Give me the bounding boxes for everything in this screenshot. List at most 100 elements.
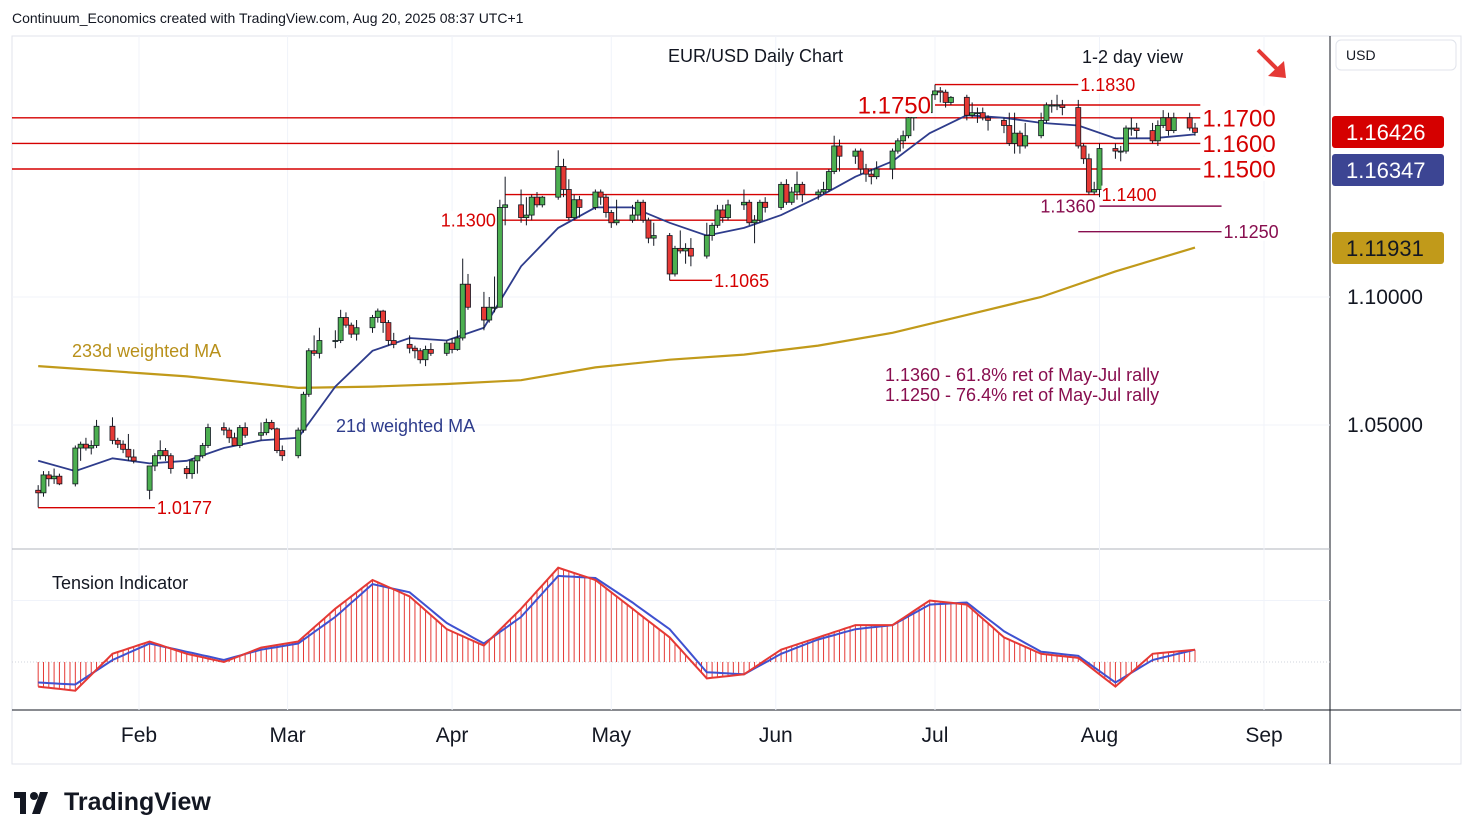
candle-body <box>1096 148 1103 190</box>
candle-2025-06-18 <box>863 163 869 182</box>
candle-body <box>746 201 753 224</box>
x-tick-label-apr: Apr <box>436 724 469 747</box>
candle-2025-04-15 <box>523 197 530 226</box>
candle-body <box>258 432 264 436</box>
candle-2025-06-03 <box>783 179 790 205</box>
candle-2025-07-18 <box>1022 122 1029 149</box>
candle-body <box>454 337 461 350</box>
level-label-bg-4 <box>1202 157 1283 181</box>
x-axis[interactable]: Feb Mar Apr May Jun Jul Aug Sep <box>121 724 1283 747</box>
candle-2025-06-10 <box>820 181 827 195</box>
candle-body <box>725 204 731 219</box>
candle-2025-06-26 <box>905 115 912 139</box>
candle-body <box>374 310 381 318</box>
candle-2025-02-06 <box>162 448 169 461</box>
candle-body <box>189 460 195 475</box>
candle-2025-07-04 <box>948 96 954 105</box>
note-line-2: 1.1250 - 76.4% ret of May-Jul rally <box>885 385 1159 405</box>
candle-body <box>449 342 455 350</box>
y-tick-label-1: 1.05000 <box>1347 414 1423 437</box>
level-label-bg-8 <box>1223 222 1285 241</box>
candle-body <box>146 465 153 491</box>
tradingview-logo[interactable]: TradingView <box>14 788 211 817</box>
level-label-1: 1.1750 <box>858 93 931 120</box>
candle-2025-01-30 <box>125 433 132 461</box>
candle-body <box>719 209 726 219</box>
candle-body <box>35 489 42 494</box>
candle-2025-03-03 <box>295 427 302 459</box>
candle-2025-04-29 <box>597 189 604 205</box>
candle-2025-04-23 <box>565 179 572 221</box>
candle-2025-02-11 <box>189 458 195 479</box>
y-axis[interactable]: USD 1.10000 1.05000 <box>1335 39 1457 437</box>
candle-2025-05-27 <box>746 199 753 226</box>
candle-2025-04-11 <box>502 176 509 226</box>
level-label-8: 1.1250 <box>1224 222 1279 242</box>
candle-body <box>1160 117 1167 126</box>
candle-body <box>120 443 126 450</box>
candle-2025-03-06 <box>311 335 318 356</box>
candle-body <box>863 168 869 175</box>
candle-2025-07-21 <box>1038 112 1045 139</box>
candle-body <box>162 450 169 457</box>
candle-2025-02-10 <box>183 465 190 479</box>
price-badges: 1.16426 1.16347 1.11931 <box>1332 116 1444 264</box>
candle-body <box>199 445 206 457</box>
candle-body <box>751 219 758 224</box>
candle-2025-05-26 <box>741 189 747 210</box>
candle-body <box>836 145 843 157</box>
candle-body <box>459 283 466 339</box>
candle-2025-08-08 <box>1133 122 1140 139</box>
candle-body <box>40 474 47 494</box>
candle-body <box>337 317 344 341</box>
candle-2025-02-05 <box>157 440 164 460</box>
candle-2025-05-23 <box>725 199 731 221</box>
candle-body <box>1133 127 1140 131</box>
candle-body <box>1112 148 1119 152</box>
candle-body <box>1001 119 1007 126</box>
candle-body <box>486 306 493 321</box>
candle-body <box>417 350 424 361</box>
ma21-series <box>37 114 1196 473</box>
candle-body <box>1123 127 1129 152</box>
chart-header: Continuum_Economics created with Trading… <box>12 10 524 26</box>
level-label-4: 1.1500 <box>1202 157 1275 184</box>
candle-2025-03-05 <box>305 348 312 397</box>
candle-2025-08-07 <box>1128 117 1135 136</box>
candle-2025-01-21 <box>77 441 84 461</box>
candle-2025-02-20 <box>236 425 243 449</box>
x-tick-label-sep: Sep <box>1245 724 1282 747</box>
candle-body <box>603 196 609 213</box>
candle-body <box>900 135 907 142</box>
candle-body <box>1075 107 1082 147</box>
candle-body <box>756 201 763 221</box>
candle-body <box>868 173 875 178</box>
candle-body <box>1022 135 1029 147</box>
candle-2025-08-19 <box>1192 122 1198 136</box>
candle-2025-04-30 <box>603 194 609 218</box>
candle-body <box>539 196 546 206</box>
candle-2025-02-13 <box>199 442 206 459</box>
candle-body <box>687 247 694 257</box>
tension-indicator <box>37 566 1196 692</box>
candle-2025-04-02 <box>454 330 461 351</box>
candle-body <box>523 214 530 219</box>
candle-body <box>714 209 721 226</box>
candle-body <box>948 96 954 103</box>
candle-body <box>481 306 487 321</box>
candle-2025-08-12 <box>1154 120 1161 146</box>
candle-2025-07-24 <box>1054 94 1060 111</box>
candle-2025-04-24 <box>571 194 578 221</box>
candle-body <box>56 475 63 485</box>
currency-box[interactable] <box>1335 39 1457 71</box>
candle-body <box>300 393 307 431</box>
candle-body <box>613 219 620 224</box>
candle-body <box>1006 125 1013 144</box>
candle-2025-06-23 <box>889 148 896 180</box>
candle-body <box>985 117 991 121</box>
candle-2025-06-05 <box>794 171 800 200</box>
candle-body <box>672 247 678 275</box>
candle-2025-02-28 <box>279 445 286 461</box>
